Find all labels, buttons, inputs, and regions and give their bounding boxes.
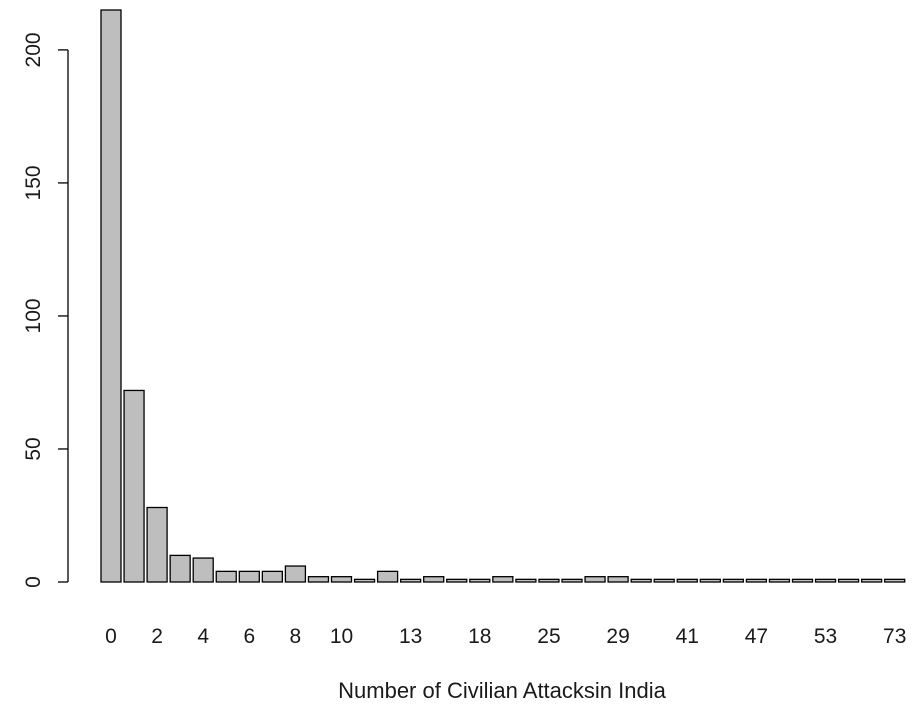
y-tick-label: 0 <box>22 576 45 588</box>
bar-53 <box>814 578 837 583</box>
x-tick-label: 0 <box>105 625 117 648</box>
bar-48 <box>768 578 791 583</box>
bar-11 <box>353 578 376 583</box>
bar-7 <box>261 570 284 583</box>
bar-26 <box>561 578 583 583</box>
bar-8 <box>284 565 307 583</box>
bar-18 <box>469 578 491 583</box>
x-tick-label: 6 <box>243 625 255 648</box>
bar-43 <box>699 578 721 583</box>
bar-16 <box>446 578 468 583</box>
bar-9 <box>307 576 330 583</box>
bar-4 <box>192 557 214 583</box>
x-tick-label: 29 <box>606 625 629 648</box>
bar-73 <box>884 578 906 583</box>
y-tick-label: 50 <box>22 437 45 460</box>
bar-49 <box>791 578 814 583</box>
bar-13 <box>399 578 422 583</box>
x-tick-label: 41 <box>676 625 699 648</box>
bar-3 <box>169 554 191 583</box>
x-tick-label: 47 <box>745 625 768 648</box>
bar-1 <box>123 389 145 583</box>
bar-41 <box>676 578 698 583</box>
x-tick-label: 25 <box>537 625 560 648</box>
x-tick-label: 53 <box>814 625 837 648</box>
bar-29 <box>607 576 629 583</box>
x-tick-label: 4 <box>197 625 209 648</box>
bar-25 <box>538 578 560 583</box>
bars-group <box>100 9 906 583</box>
bar-31 <box>630 578 652 583</box>
bar-45 <box>722 578 744 583</box>
x-tick-label: 13 <box>399 625 422 648</box>
bar-12 <box>376 570 399 583</box>
y-tick-label: 100 <box>22 298 45 333</box>
bar-61 <box>861 578 883 583</box>
x-tick-label: 2 <box>151 625 163 648</box>
x-tick-label: 8 <box>290 625 302 648</box>
x-tick-label: 18 <box>468 625 491 648</box>
bar-0 <box>100 9 122 583</box>
bar-14 <box>423 576 445 583</box>
bar-38 <box>653 578 675 583</box>
y-tick-label: 150 <box>22 165 45 200</box>
bar-5 <box>215 570 237 583</box>
bar-47 <box>745 578 768 583</box>
bar-22 <box>515 578 537 583</box>
bar-57 <box>837 578 860 583</box>
y-axis: 0 50 100 150 200 <box>22 32 69 588</box>
x-tick-labels: 0 2 4 6 8 10 13 18 25 29 41 47 53 73 <box>105 625 906 648</box>
x-axis-title: Number of Civilian Attacksin India <box>338 678 666 703</box>
bar-6 <box>238 570 260 583</box>
bar-20 <box>492 576 514 583</box>
bar-2 <box>146 506 168 583</box>
bar-10 <box>330 576 353 583</box>
x-tick-label: 10 <box>330 625 353 648</box>
x-tick-label: 73 <box>883 625 906 648</box>
bar-27 <box>584 576 606 583</box>
y-tick-label: 200 <box>22 32 45 67</box>
